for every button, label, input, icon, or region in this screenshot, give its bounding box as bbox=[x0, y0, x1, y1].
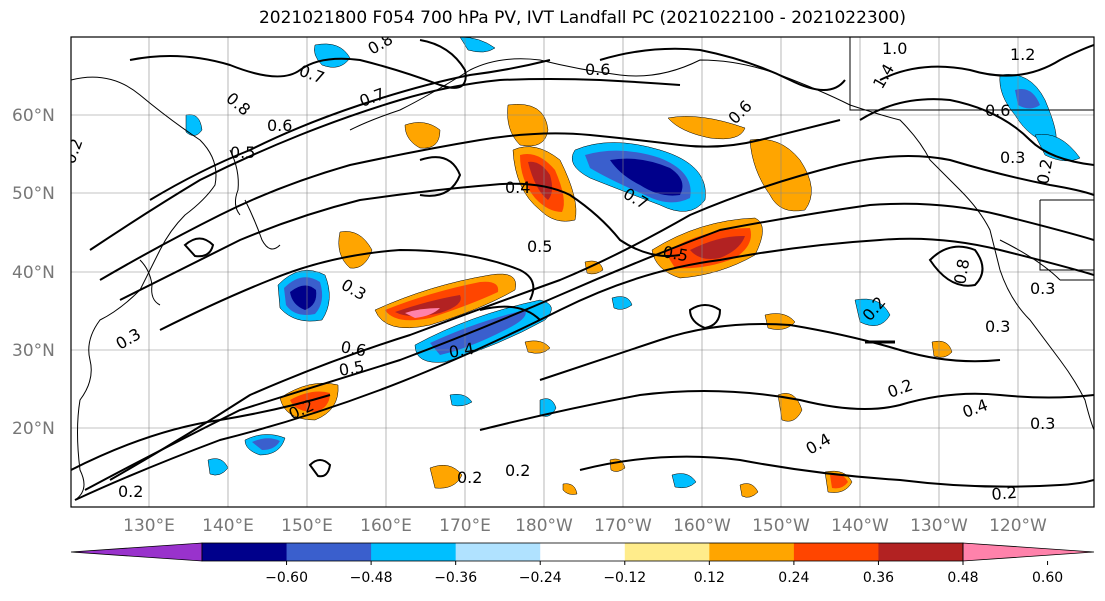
contour-label: 0.8 bbox=[950, 257, 973, 285]
colorbar-segment bbox=[793, 543, 879, 561]
contour-label: 0.2 bbox=[505, 461, 530, 480]
lat-label: 50°N bbox=[12, 184, 55, 204]
contour-label: 0.4 bbox=[447, 339, 475, 362]
lon-label: 180°W bbox=[515, 516, 573, 536]
contour-label: 0.3 bbox=[1000, 148, 1025, 167]
colorbar-tick-label: −0.12 bbox=[603, 570, 646, 586]
colorbar-frame bbox=[201, 542, 964, 562]
lon-label: 140°E bbox=[202, 516, 254, 536]
lon-label: 170°W bbox=[594, 516, 652, 536]
gridlines bbox=[71, 37, 1094, 507]
lat-label: 60°N bbox=[12, 106, 55, 126]
colorbar-segment bbox=[202, 543, 288, 561]
colorbar-segment bbox=[286, 543, 372, 561]
contour-label: 0.5 bbox=[337, 357, 365, 380]
contour-label: 0.5 bbox=[661, 242, 689, 265]
map-panel: 0.8 0.7 0.6 0.8 0.7 0.6 0.5 0.4 0.5 0.7 … bbox=[71, 37, 1094, 507]
colorbar-segment bbox=[455, 543, 541, 561]
contour-label: 0.3 bbox=[985, 317, 1010, 336]
lat-labels: 60°N 50°N 40°N 30°N 20°N bbox=[12, 106, 55, 439]
colorbar-tick-label: −0.60 bbox=[265, 570, 308, 586]
colorbar-segment bbox=[709, 543, 795, 561]
contour-label: 1.0 bbox=[882, 39, 907, 58]
pv-contours bbox=[71, 39, 1094, 501]
coastlines bbox=[71, 37, 1094, 501]
colorbar-segment bbox=[540, 543, 626, 561]
lat-label: 20°N bbox=[12, 419, 55, 439]
lon-label: 170°E bbox=[439, 516, 491, 536]
lon-label: 160°W bbox=[673, 516, 731, 536]
contour-label: 0.4 bbox=[505, 178, 530, 197]
lon-label: 150°W bbox=[752, 516, 810, 536]
contour-label: 0.5 bbox=[230, 143, 255, 162]
contour-label: 0.6 bbox=[267, 116, 292, 135]
contour-label: 0.2 bbox=[1033, 157, 1056, 185]
colorbar-extend-low bbox=[70, 542, 203, 562]
pv-shading bbox=[185, 37, 1081, 498]
colorbar-tick-label: −0.24 bbox=[519, 570, 562, 586]
lon-label: 130°W bbox=[910, 516, 968, 536]
lon-label: 120°W bbox=[989, 516, 1047, 536]
lon-labels: 130°E 140°E 150°E 160°E 170°E 180°W 170°… bbox=[123, 516, 1047, 536]
lon-label: 140°W bbox=[831, 516, 889, 536]
map-frame bbox=[70, 36, 1095, 508]
contour-label: 0.6 bbox=[339, 337, 367, 360]
contour-label: 0.2 bbox=[991, 483, 1018, 504]
contour-label: 0.5 bbox=[527, 237, 552, 256]
colorbar: −0.60 −0.48 −0.36 −0.24 −0.12 0.12 0.24 0.36 0.4… bbox=[70, 542, 1095, 586]
lon-label: 130°E bbox=[123, 516, 175, 536]
lat-label: 40°N bbox=[12, 263, 55, 283]
contour-label: 0.3 bbox=[1030, 414, 1055, 433]
colorbar-tick-label: 0.60 bbox=[1032, 570, 1063, 586]
contour-label: 0.2 bbox=[457, 468, 482, 487]
colorbar-tick-label: −0.36 bbox=[434, 570, 477, 586]
contour-label: 1.2 bbox=[1010, 45, 1035, 64]
colorbar-segment bbox=[624, 543, 710, 561]
colorbar-segment bbox=[371, 543, 457, 561]
colorbar-tick-label: 0.36 bbox=[863, 570, 894, 586]
lon-label: 160°E bbox=[360, 516, 412, 536]
contour-label: 0.2 bbox=[118, 482, 143, 501]
colorbar-tick-label: 0.24 bbox=[778, 570, 809, 586]
colorbar-tick-label: 0.48 bbox=[947, 570, 978, 586]
contour-label: 0.6 bbox=[585, 60, 610, 79]
colorbar-extend-high bbox=[962, 542, 1095, 562]
lat-label: 30°N bbox=[12, 341, 55, 361]
colorbar-segment bbox=[878, 543, 964, 561]
contour-label: 0.3 bbox=[1030, 279, 1055, 298]
contour-label: 0.6 bbox=[985, 101, 1010, 120]
colorbar-tick-label: 0.12 bbox=[694, 570, 725, 586]
chart-title: 2021021800 F054 700 hPa PV, IVT Landfall… bbox=[258, 8, 906, 28]
lon-label: 150°E bbox=[281, 516, 333, 536]
colorbar-tick-label: −0.48 bbox=[350, 570, 393, 586]
